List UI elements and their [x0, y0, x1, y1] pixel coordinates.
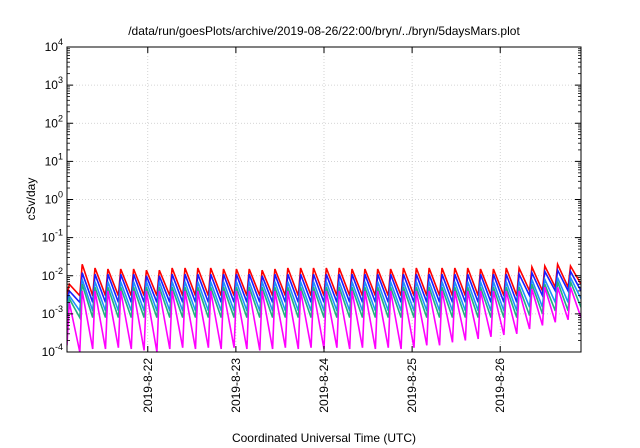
y-tick-label: 104: [45, 37, 63, 54]
y-tick-label: 10-2: [42, 266, 63, 283]
series-lines: [67, 261, 581, 352]
y-tick-label: 103: [45, 75, 63, 92]
y-tick-label: 100: [45, 190, 63, 207]
x-axis-label: Coordinated Universal Time (UTC): [232, 431, 416, 445]
y-tick-label: 10-3: [42, 304, 63, 321]
y-tick-label: 102: [45, 113, 63, 130]
series-line: [67, 286, 581, 352]
y-axis-label: cSv/day: [24, 178, 38, 221]
y-tick-label: 101: [45, 151, 63, 168]
x-tick-label: 2019-8-25: [405, 358, 419, 413]
x-tick-label: 2019-8-22: [141, 358, 155, 413]
axis-ticks: 104 103 102 101 100 10-1 10-2 10-3 10-4 2019-8-22…: [42, 37, 581, 413]
x-tick-label: 2019-8-23: [229, 358, 243, 413]
chart-title: /data/run/goesPlots/archive/2019-08-26/2…: [128, 24, 520, 38]
x-tick-label: 2019-8-24: [317, 358, 331, 413]
x-tick-label: 2019-8-26: [493, 358, 507, 413]
y-tick-label: 10-4: [42, 342, 63, 359]
y-tick-label: 10-1: [42, 228, 63, 245]
